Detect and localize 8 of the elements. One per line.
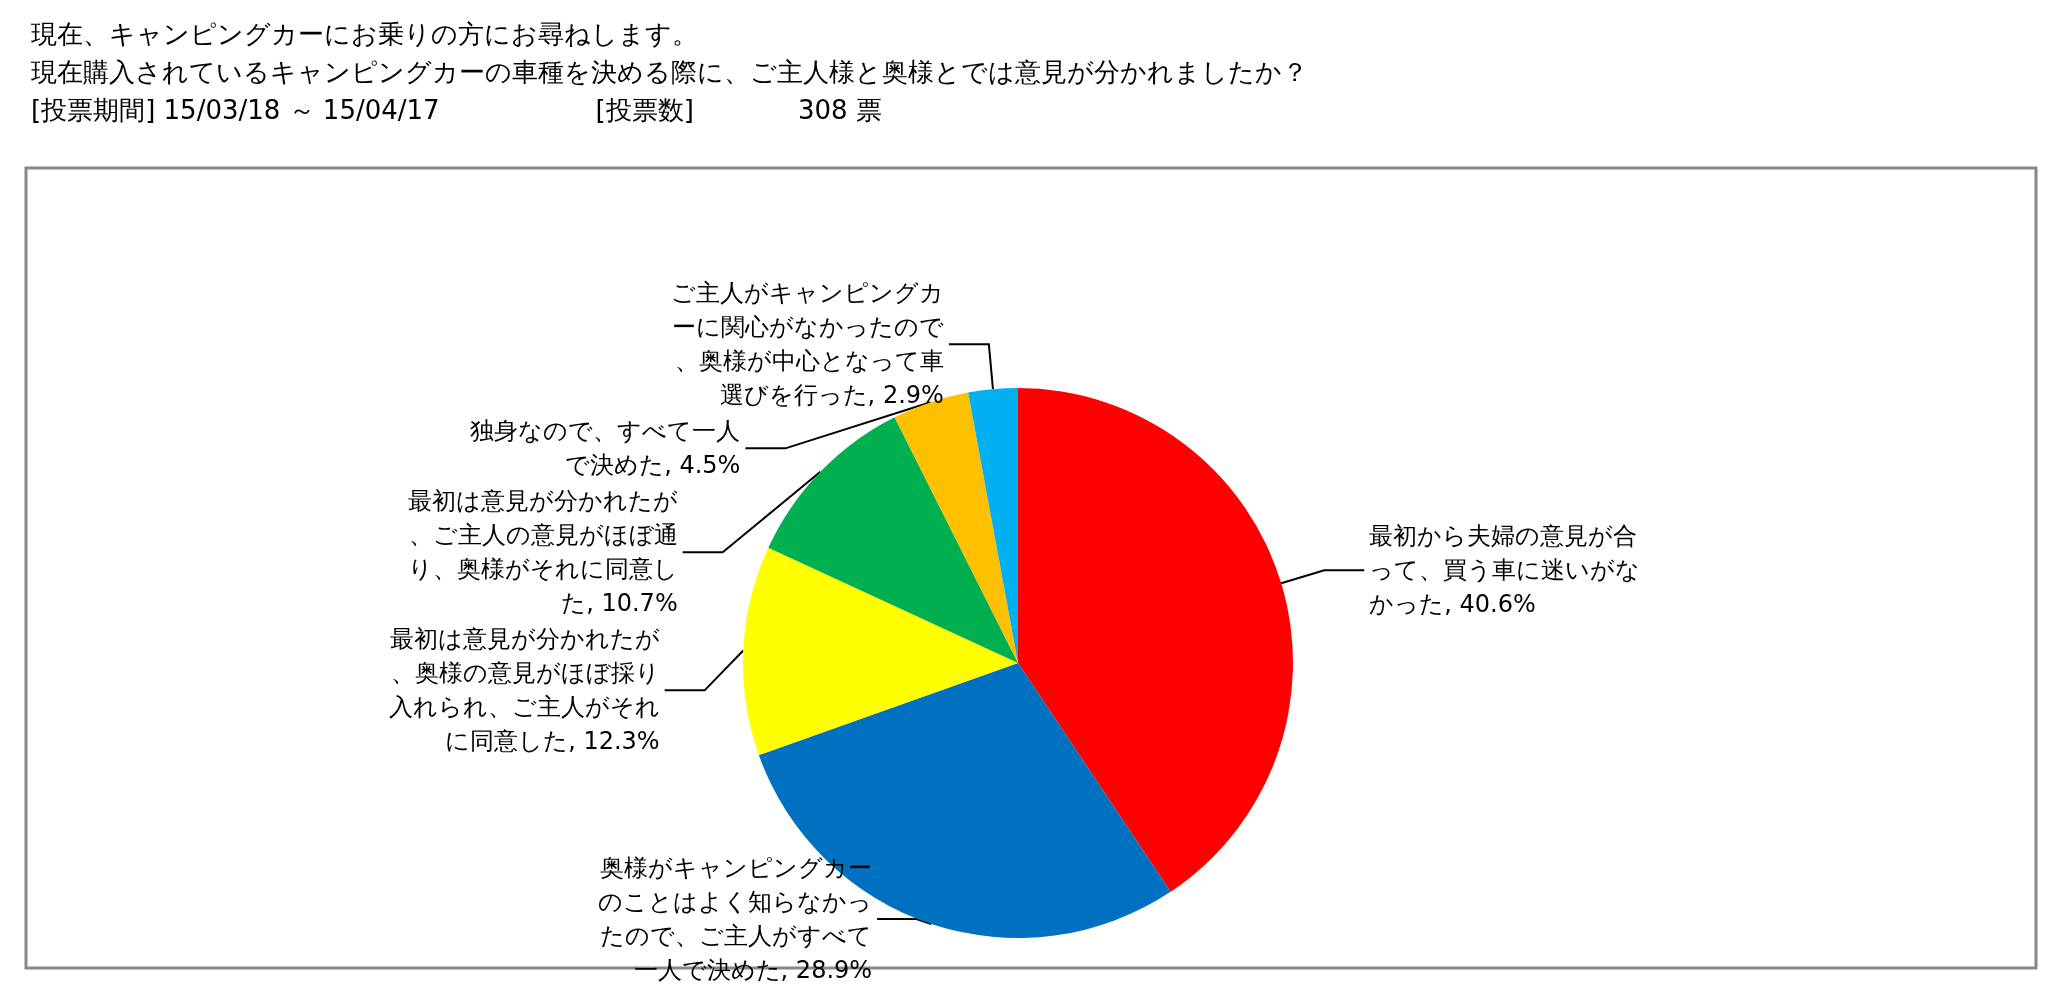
slice-label: ご主人がキャンピングカーに関心がなかったので、奥様が中心となって車選びを行った, 2.9% <box>670 279 944 410</box>
chart-title: 現在、キャンピングカーにお乗りの方にお尋ねします。 <box>31 19 698 49</box>
slice-label: 最初は意見が分かれたが、奥様の意見がほぼ採り入れられ、ご主人がそれに同意した, 12.3% <box>388 625 660 756</box>
chart-subtitle: 現在購入されているキャンピングカーの車種を決める際に、ご主人様と奥様とでは意見が分かれましたか？ <box>31 57 1308 87</box>
slice-label: 最初は意見が分かれたが、ご主人の意見がほぼ通り、奥様がそれに同意した, 10.7% <box>407 487 678 618</box>
slice-label: 最初から夫婦の意見が合って、買う車に迷いがなかった, 40.6% <box>1369 522 1641 619</box>
slice-label: 独身なので、すべて一人で決めた, 4.5% <box>470 417 741 480</box>
text: [投票期間] 15/03/18 ～ 15/04/17 [投票数] 308 票 <box>31 95 882 125</box>
